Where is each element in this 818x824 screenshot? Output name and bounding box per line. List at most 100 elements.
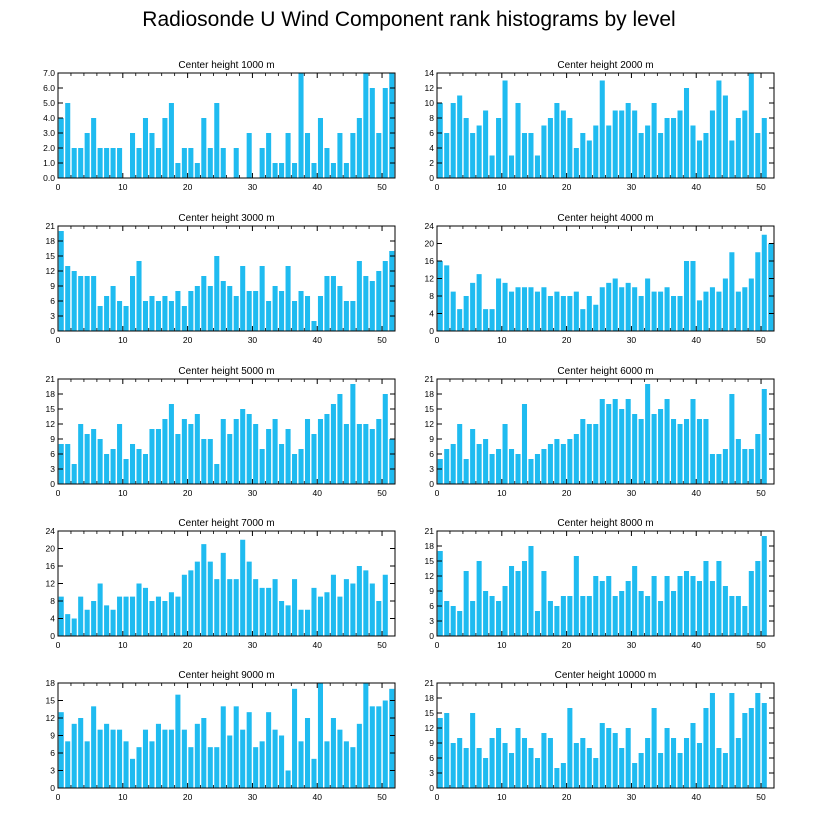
bar <box>560 444 566 484</box>
bar <box>220 148 226 178</box>
bar <box>259 741 265 788</box>
bar <box>612 278 618 331</box>
bar <box>586 596 592 636</box>
bar <box>91 601 97 636</box>
y-tick-label: 15 <box>46 404 56 414</box>
x-tick-label: 20 <box>562 335 572 345</box>
bar <box>350 133 356 178</box>
bar <box>586 424 592 484</box>
x-tick-label: 20 <box>183 335 193 345</box>
bar <box>470 713 476 788</box>
bar <box>356 261 362 331</box>
y-tick-label: 15 <box>425 404 435 414</box>
bar <box>104 296 110 331</box>
bar <box>188 291 194 331</box>
bar <box>554 439 560 484</box>
bar <box>457 309 463 331</box>
bar <box>489 738 495 788</box>
y-tick-label: 16 <box>425 256 435 266</box>
bar <box>337 729 343 788</box>
x-tick-label: 10 <box>118 640 128 650</box>
bar <box>330 574 336 636</box>
bar <box>136 148 142 178</box>
bar <box>489 155 495 178</box>
bar <box>253 579 259 636</box>
bar <box>285 266 291 331</box>
y-tick-label: 21 <box>46 221 56 231</box>
bar <box>606 576 612 636</box>
bar <box>188 570 194 636</box>
bar <box>528 748 534 788</box>
bar <box>266 587 272 636</box>
y-tick-label: 12 <box>46 579 56 589</box>
bar <box>214 579 220 636</box>
bar <box>142 118 149 178</box>
bar <box>363 424 369 484</box>
bar <box>110 286 116 331</box>
bar <box>207 439 213 484</box>
bar <box>104 148 110 178</box>
bar <box>470 601 476 636</box>
bar <box>755 133 761 178</box>
bar <box>201 718 207 788</box>
bar <box>194 163 200 178</box>
bar <box>541 571 547 636</box>
bar <box>162 601 168 636</box>
y-tick-label: 6 <box>50 296 55 306</box>
bar <box>709 693 715 788</box>
bar <box>142 729 149 788</box>
bar <box>638 753 644 788</box>
bar <box>554 291 560 331</box>
y-tick-label: 0 <box>429 479 434 489</box>
bar <box>541 449 547 484</box>
bar <box>560 110 566 178</box>
bar <box>664 118 670 178</box>
bar <box>683 738 690 788</box>
bar <box>683 261 690 331</box>
bar <box>181 148 187 178</box>
bar <box>220 419 226 484</box>
bar <box>181 729 187 788</box>
bar <box>567 596 573 636</box>
bar <box>337 133 343 178</box>
bar <box>382 261 388 331</box>
bar <box>330 163 336 178</box>
figure-title: Radiosonde U Wind Component rank histogr… <box>142 8 676 31</box>
bar <box>528 459 534 484</box>
y-tick-label: 6 <box>429 753 434 763</box>
y-tick-label: 2.0 <box>43 143 55 153</box>
y-tick-label: 4 <box>429 143 434 153</box>
bar <box>716 561 722 636</box>
bar <box>534 155 540 178</box>
bar <box>703 419 709 484</box>
bar <box>521 738 528 788</box>
bar <box>240 539 246 636</box>
panel-title: Center height 2000 m <box>557 60 653 71</box>
bar <box>337 596 343 636</box>
bar <box>632 110 638 178</box>
bar <box>748 571 754 636</box>
bar <box>658 133 664 178</box>
x-tick-label: 10 <box>118 182 128 192</box>
bar <box>123 596 129 636</box>
y-tick-label: 3 <box>50 766 55 776</box>
bar <box>110 609 116 636</box>
bar <box>651 708 657 788</box>
bar <box>130 758 136 788</box>
bar <box>298 291 304 331</box>
bar <box>586 296 592 331</box>
bar <box>580 738 586 788</box>
y-tick-label: 15 <box>46 251 56 261</box>
y-tick-label: 15 <box>46 696 56 706</box>
bar <box>664 576 670 636</box>
bar <box>369 706 375 788</box>
y-tick-label: 24 <box>46 526 56 536</box>
histogram-panel: Center height 1000 m 0.0 1.0 2.0 3.0 4.0 5.0 6.… <box>43 60 396 192</box>
bar <box>761 234 767 331</box>
bar <box>298 609 304 636</box>
bar <box>376 133 382 178</box>
bar <box>78 424 84 484</box>
bar <box>619 287 625 331</box>
bar <box>227 579 233 636</box>
bar <box>78 148 84 178</box>
